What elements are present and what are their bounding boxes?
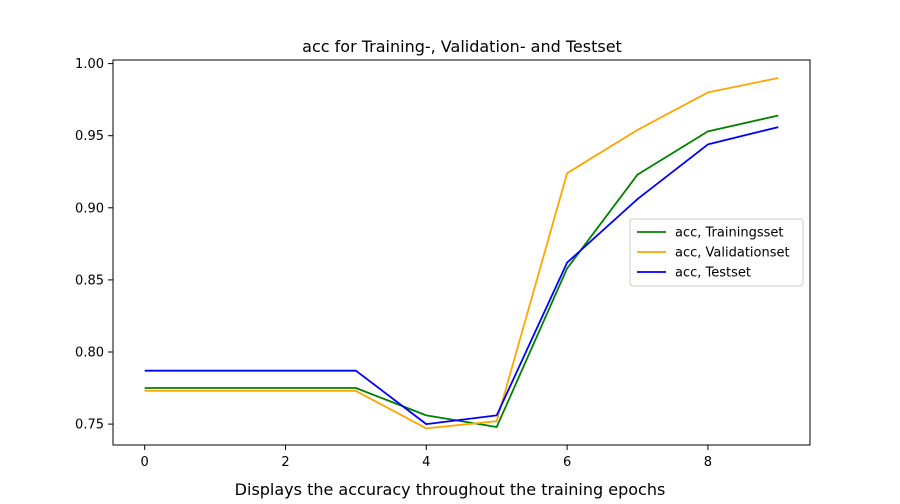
series-line-0 (144, 114, 779, 428)
legend-label-2: acc, Testset (675, 266, 751, 281)
x-tick-label: 8 (704, 455, 712, 470)
chart-caption: Displays the accuracy throughout the tra… (235, 480, 666, 499)
legend-box (629, 218, 804, 287)
y-tick-label: 0.75 (75, 418, 104, 433)
y-tick-label: 0.80 (75, 345, 104, 360)
legend-label-1: acc, Validationset (675, 246, 790, 261)
series-layer (144, 77, 779, 430)
y-tick-label: 0.95 (75, 129, 104, 144)
chart-title: acc for Training-, Validation- and Tests… (302, 37, 622, 56)
x-tick-label: 0 (141, 455, 149, 470)
x-tick-label: 2 (281, 455, 289, 470)
x-tick-label: 4 (422, 455, 430, 470)
plot-frame (112, 59, 811, 446)
legend: acc, Trainingsset acc, Validationset acc, … (629, 218, 804, 287)
x-tick-label: 6 (563, 455, 571, 470)
series-line-2 (144, 126, 779, 426)
y-tick-label: 0.85 (75, 273, 104, 288)
y-axis: 0.75 0.80 0.85 0.90 0.95 1.00 (75, 57, 113, 433)
series-line-1 (144, 77, 779, 430)
legend-label-0: acc, Trainingsset (675, 226, 783, 241)
y-tick-label: 1.00 (75, 57, 104, 72)
y-tick-label: 0.90 (75, 201, 104, 216)
x-axis: 0 2 4 6 8 (141, 445, 712, 470)
